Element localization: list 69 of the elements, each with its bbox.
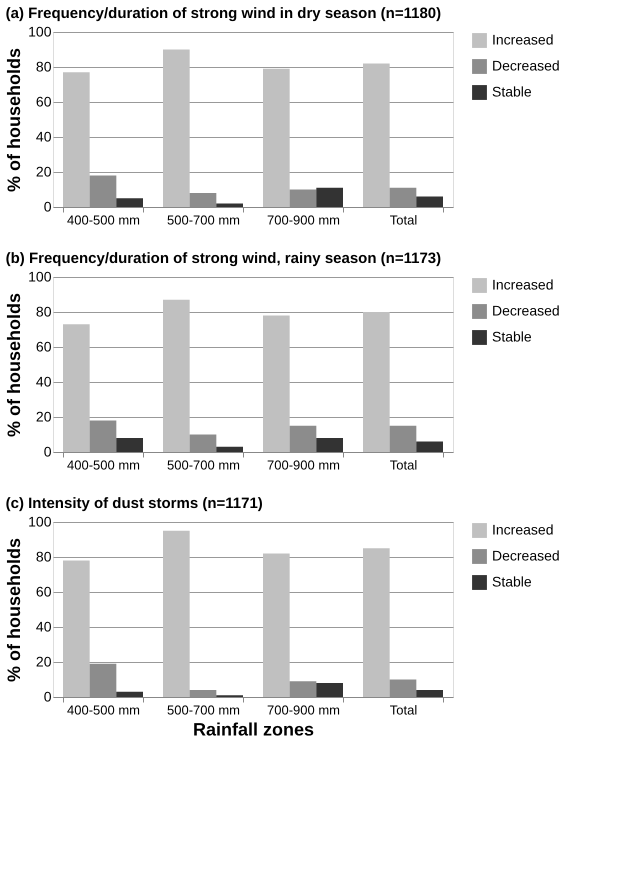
y-tick-label: 100 — [28, 268, 52, 284]
y-axis-title: % of households — [4, 48, 24, 192]
bar — [63, 72, 90, 207]
bar — [163, 300, 190, 452]
y-tick-label: 80 — [36, 548, 52, 564]
legend-label: Stable — [492, 328, 532, 344]
bar — [416, 690, 443, 697]
x-tick-label: 500-700 mm — [167, 212, 240, 228]
bar — [163, 50, 190, 207]
bar — [316, 438, 343, 452]
bar — [63, 560, 90, 697]
y-axis-title: % of households — [4, 293, 24, 437]
y-axis-title: % of households — [4, 538, 24, 682]
y-tick-label: 40 — [36, 128, 52, 144]
x-tick-label: 700-900 mm — [267, 458, 340, 472]
x-axis-title: Rainfall zones — [192, 720, 314, 740]
y-tick-label: 40 — [36, 374, 52, 390]
bar — [416, 442, 443, 452]
text: Decreased — [492, 548, 560, 564]
x-tick-label: 500-700 mm — [167, 702, 240, 718]
legend-label: Stable — [492, 574, 532, 590]
y-tick-label: 60 — [36, 94, 52, 110]
legend-label: Decreased — [492, 58, 560, 74]
bar — [363, 548, 390, 697]
bar — [116, 198, 143, 207]
x-tick-label: Total — [390, 212, 418, 228]
bar — [263, 554, 290, 697]
y-tick-label: 80 — [36, 58, 52, 74]
text: Decreased — [492, 302, 560, 318]
text: Increased — [492, 276, 554, 292]
y-tick-label: 100 — [28, 24, 52, 40]
x-tick-label: 400-500 mm — [67, 702, 140, 718]
x-tick-label: 400-500 mm — [67, 458, 140, 472]
bar — [263, 68, 290, 207]
x-tick-label: 500-700 mm — [167, 458, 240, 472]
y-tick-label: 80 — [36, 304, 52, 320]
chart-title: (a) Frequency/duration of strong wind in dry season (n=1180) — [6, 5, 442, 22]
bar — [363, 64, 390, 207]
y-tick-label: 0 — [44, 688, 52, 704]
legend-label: Increased — [492, 32, 554, 48]
bar — [216, 446, 243, 452]
x-tick-label: Total — [390, 458, 418, 472]
bar — [216, 204, 243, 207]
x-tick-label: 700-900 mm — [267, 702, 340, 718]
y-tick-label: 20 — [36, 654, 52, 670]
bar — [163, 530, 190, 697]
bar — [63, 324, 90, 452]
y-tick-label: 20 — [36, 408, 52, 424]
y-tick-label: 40 — [36, 618, 52, 634]
bar — [116, 692, 143, 697]
bar — [416, 196, 443, 207]
bar — [116, 438, 143, 452]
x-tick-label: 400-500 mm — [67, 212, 140, 228]
legend-label: Stable — [492, 84, 532, 100]
x-tick-label: 700-900 mm — [267, 212, 340, 228]
y-tick-label: 0 — [44, 198, 52, 214]
y-tick-label: 100 — [28, 514, 52, 530]
chart-title: (b) Frequency/duration of strong wind, rainy season (n=1173) — [6, 250, 442, 267]
chart-title: (c) Intensity of dust storms (n=1171) — [6, 495, 263, 512]
bar — [316, 188, 343, 207]
y-tick-label: 20 — [36, 164, 52, 180]
bar — [316, 683, 343, 697]
bar — [263, 316, 290, 452]
text: Increased — [492, 522, 554, 538]
y-tick-label: 60 — [36, 584, 52, 600]
x-tick-label: Total — [390, 702, 418, 718]
bar — [363, 312, 390, 452]
y-tick-label: 0 — [44, 444, 52, 460]
y-tick-label: 60 — [36, 338, 52, 354]
